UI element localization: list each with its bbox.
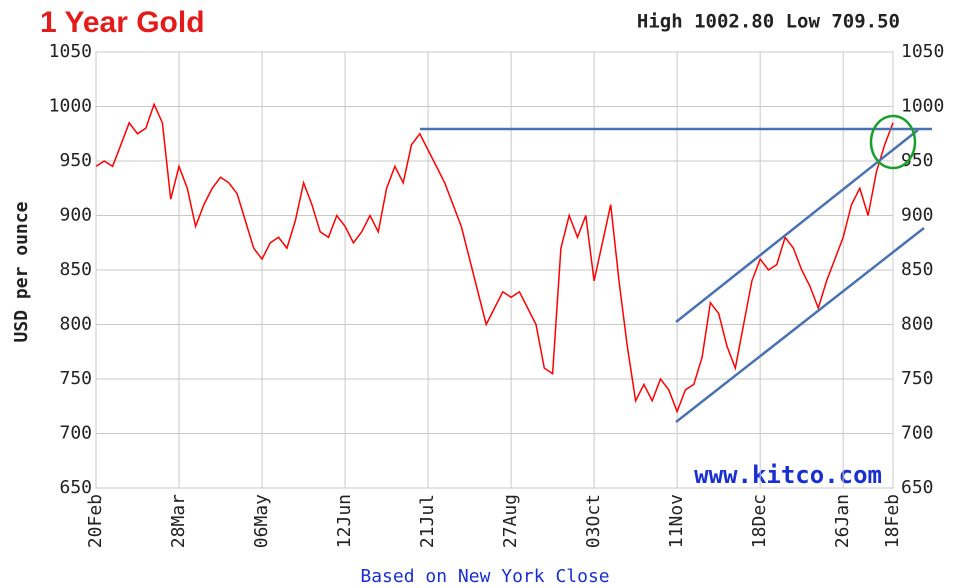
- y-tick-label: 1050: [49, 41, 92, 62]
- subtitle: High 1002.80 Low 709.50: [637, 11, 900, 33]
- y-tick-label: 1000: [49, 96, 92, 117]
- x-tick-label: 11Nov: [666, 494, 687, 548]
- y-tick-label-right: 650: [901, 477, 934, 498]
- y-tick-label: 750: [59, 368, 92, 389]
- y-tick-label: 950: [59, 150, 92, 171]
- y-tick-label: 900: [59, 205, 92, 226]
- x-tick-label: 26Jan: [832, 494, 853, 548]
- y-tick-label: 700: [59, 423, 92, 444]
- y-tick-label-right: 700: [901, 423, 934, 444]
- y-tick-label-right: 1050: [901, 41, 944, 62]
- y-tick-label-right: 850: [901, 259, 934, 280]
- y-tick-label-right: 750: [901, 368, 934, 389]
- marks: 650 650 700 700 750 750 800 800 850 850 900 900 950 9…: [49, 41, 945, 548]
- x-tick-label: 18Feb: [882, 494, 903, 548]
- highlight-circle: [869, 114, 917, 170]
- x-axis-label: Based on New York Close: [360, 566, 609, 587]
- x-tick-label: 18Dec: [749, 494, 770, 548]
- watermark: www.kitco.com: [694, 461, 882, 489]
- y-axis-label: USD per ounce: [11, 201, 32, 342]
- annotations: [420, 114, 932, 423]
- y-tick-label: 800: [59, 314, 92, 335]
- price-line: [95, 102, 894, 414]
- y-tick-label-right: 1000: [901, 96, 944, 117]
- x-tick-label: 12Jun: [334, 494, 355, 548]
- y-tick-label-right: 800: [901, 314, 934, 335]
- y-tick-label: 850: [59, 259, 92, 280]
- y-tick-label: 650: [59, 477, 92, 498]
- x-tick-label: 06May: [251, 494, 272, 548]
- x-tick-label: 27Aug: [500, 494, 521, 548]
- x-tick-label: 03Oct: [583, 494, 604, 548]
- channel-bottom: [675, 227, 925, 423]
- chart-title: 1 Year Gold: [40, 6, 205, 39]
- x-tick-label: 21Jul: [417, 494, 438, 548]
- x-tick-label: 20Feb: [85, 494, 106, 548]
- x-tick-label: 28Mar: [168, 494, 189, 548]
- y-tick-label-right: 900: [901, 205, 934, 226]
- y-tick-label-right: 950: [901, 150, 934, 171]
